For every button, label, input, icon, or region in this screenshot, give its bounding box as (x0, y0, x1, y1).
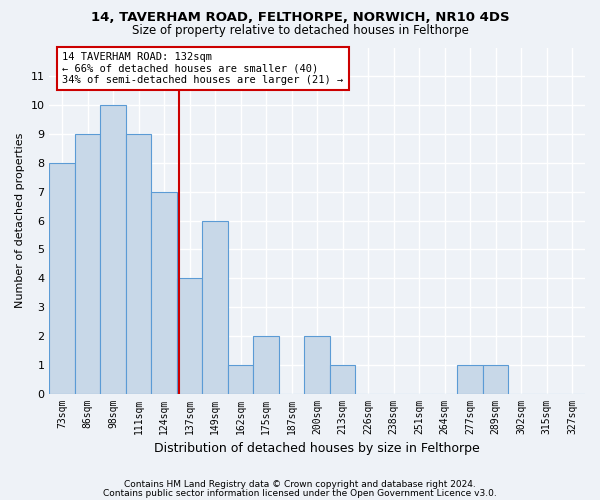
Text: Size of property relative to detached houses in Felthorpe: Size of property relative to detached ho… (131, 24, 469, 37)
Bar (304, 336, 330, 394)
Text: 14 TAVERHAM ROAD: 132sqm
← 66% of detached houses are smaller (40)
34% of semi-d: 14 TAVERHAM ROAD: 132sqm ← 66% of detach… (62, 52, 343, 85)
Bar (457, 364, 483, 394)
Text: Contains HM Land Registry data © Crown copyright and database right 2024.: Contains HM Land Registry data © Crown c… (124, 480, 476, 489)
Text: 14, TAVERHAM ROAD, FELTHORPE, NORWICH, NR10 4DS: 14, TAVERHAM ROAD, FELTHORPE, NORWICH, N… (91, 11, 509, 24)
Bar (75, 134, 100, 394)
Y-axis label: Number of detached properties: Number of detached properties (15, 133, 25, 308)
Bar (228, 364, 253, 394)
Bar (202, 220, 228, 394)
Bar (253, 336, 279, 394)
Bar (126, 134, 151, 394)
X-axis label: Distribution of detached houses by size in Felthorpe: Distribution of detached houses by size … (154, 442, 480, 455)
Bar (483, 364, 508, 394)
Bar (151, 192, 177, 394)
Bar (177, 278, 202, 394)
Bar (330, 364, 355, 394)
Text: Contains public sector information licensed under the Open Government Licence v3: Contains public sector information licen… (103, 488, 497, 498)
Bar (100, 105, 126, 394)
Bar (49, 163, 75, 394)
